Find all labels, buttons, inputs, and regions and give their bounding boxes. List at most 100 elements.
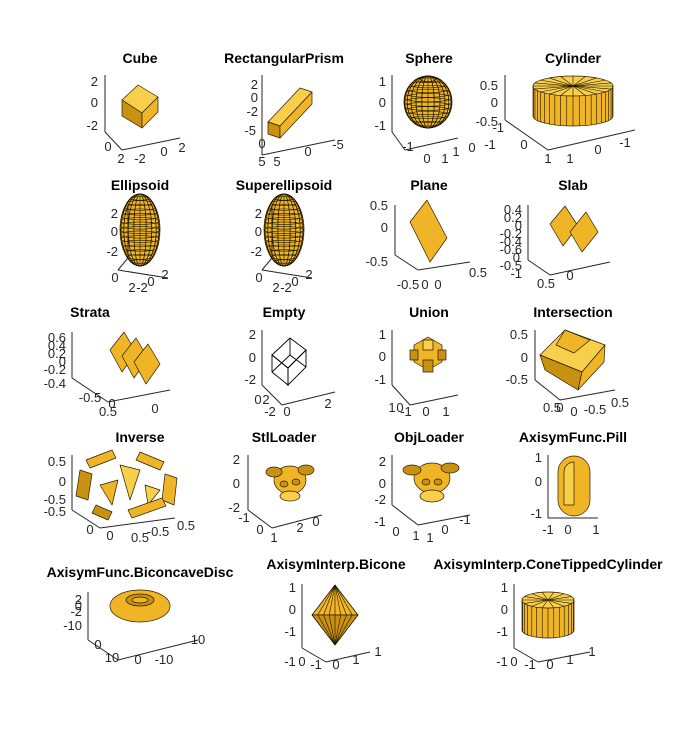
tick-label: 1 [441, 151, 448, 166]
tick-label: -1 [619, 135, 631, 150]
surface-plane [409, 199, 448, 263]
tick-label: 0 [94, 637, 101, 652]
tick-label: -5 [244, 123, 256, 138]
subplot-axisymfunc-pill: 1 0 -1-1 0 1 AxisymFunc.Pill [519, 429, 627, 537]
tick-label: -1 [374, 372, 386, 387]
surface-empty [271, 337, 307, 387]
tick-label: -0.2 [44, 362, 66, 377]
tick-label: -10 [63, 618, 82, 633]
surface-slab [549, 205, 599, 253]
axis-line [117, 269, 169, 279]
tick-label: -2 [246, 104, 258, 119]
tick-label: 2 [272, 280, 279, 295]
tick-label: 1 [289, 580, 296, 595]
axis-line [404, 137, 459, 151]
tick-label: 0 [289, 602, 296, 617]
tick-label: 0 [423, 151, 430, 166]
surface-cube [121, 84, 159, 129]
tick-label: 0.5 [537, 276, 555, 291]
tick-label: -1 [374, 118, 386, 133]
subplot-title: RectangularPrism [224, 50, 344, 66]
axis-line [107, 389, 171, 403]
axis-line [271, 514, 323, 529]
tick-label: 1 [535, 450, 542, 465]
tick-label: -1 [374, 514, 386, 529]
tick-label: -1 [484, 137, 496, 152]
subplot-title: Inverse [115, 429, 164, 445]
tick-label: -1 [284, 624, 296, 639]
tick-label: -10 [155, 652, 174, 667]
tick-label: -2 [86, 118, 98, 133]
tick-label: 0 [59, 354, 66, 369]
surface-cylinder [532, 75, 614, 127]
surface-axisymfunc-biconcavedisc [109, 589, 171, 623]
axis-line [534, 379, 561, 401]
tick-label: 0 [108, 396, 115, 411]
tick-label: -1 [400, 404, 412, 419]
tick-label: 0 [256, 522, 263, 537]
tick-label: 0 [312, 514, 319, 529]
tick-label: 0.6 [48, 330, 66, 345]
tick-label: 0 [515, 218, 522, 233]
subplot-title: Plane [410, 177, 448, 193]
tick-label: 0 [546, 657, 553, 672]
tick-label: 0.2 [504, 210, 522, 225]
tick-label: -0.5 [44, 492, 66, 507]
tick-label: 0 [134, 652, 141, 667]
tick-label: 1 [412, 528, 419, 543]
tick-label: 0.5 [131, 530, 149, 545]
axis-line [104, 131, 123, 151]
tick-label: -0.6 [500, 242, 522, 257]
tick-label: 1 [426, 530, 433, 545]
tick-label: 0 [332, 657, 339, 672]
tick-label: -0.5 [584, 402, 606, 417]
tick-label: 0 [421, 277, 428, 292]
tick-label: 0 [147, 274, 154, 289]
axis-line [261, 257, 273, 271]
subplot-title: Cube [123, 50, 158, 66]
surface-axisymfunc-pill [557, 455, 591, 517]
tick-label: 0 [520, 137, 527, 152]
tick-label: 0.4 [504, 202, 522, 217]
axis-line [261, 384, 283, 406]
tick-label: -2 [264, 404, 276, 419]
tick-label: 0 [104, 139, 111, 154]
tick-label: 0.5 [480, 78, 498, 93]
tick-label: 0.5 [510, 327, 528, 342]
tick-label: -2 [136, 280, 148, 295]
tick-label: 0 [283, 404, 290, 419]
axis-line [281, 391, 336, 406]
tick-label: 0 [434, 277, 441, 292]
tick-label: 0 [304, 144, 311, 159]
tick-label: -0.2 [500, 226, 522, 241]
axis-line [394, 254, 419, 271]
tick-label: 1 [566, 151, 573, 166]
tick-label: 1 [374, 644, 381, 659]
tick-label: 0 [291, 274, 298, 289]
tick-label: 10 [105, 650, 119, 665]
tick-label: 0 [111, 224, 118, 239]
tick-label: 0.2 [48, 346, 66, 361]
subplot-title: Sphere [405, 50, 453, 66]
tick-label: 2 [75, 592, 82, 607]
subplot-title: StlLoader [252, 429, 317, 445]
tick-label: 5 [273, 154, 280, 169]
tick-label: 0 [111, 270, 118, 285]
tick-label: 2 [249, 327, 256, 342]
tick-label: 1 [501, 580, 508, 595]
tick-label: 2 [128, 280, 135, 295]
tick-label: 0 [298, 654, 305, 669]
axis-line [261, 139, 336, 156]
tick-label: 0 [379, 349, 386, 364]
subplot-title: Ellipsoid [111, 177, 169, 193]
tick-label: 0 [556, 400, 563, 415]
tick-label: -1 [496, 654, 508, 669]
subplot-title: Union [409, 304, 449, 320]
surface-superellipsoid [263, 193, 305, 267]
tick-label: 1 [388, 400, 395, 415]
